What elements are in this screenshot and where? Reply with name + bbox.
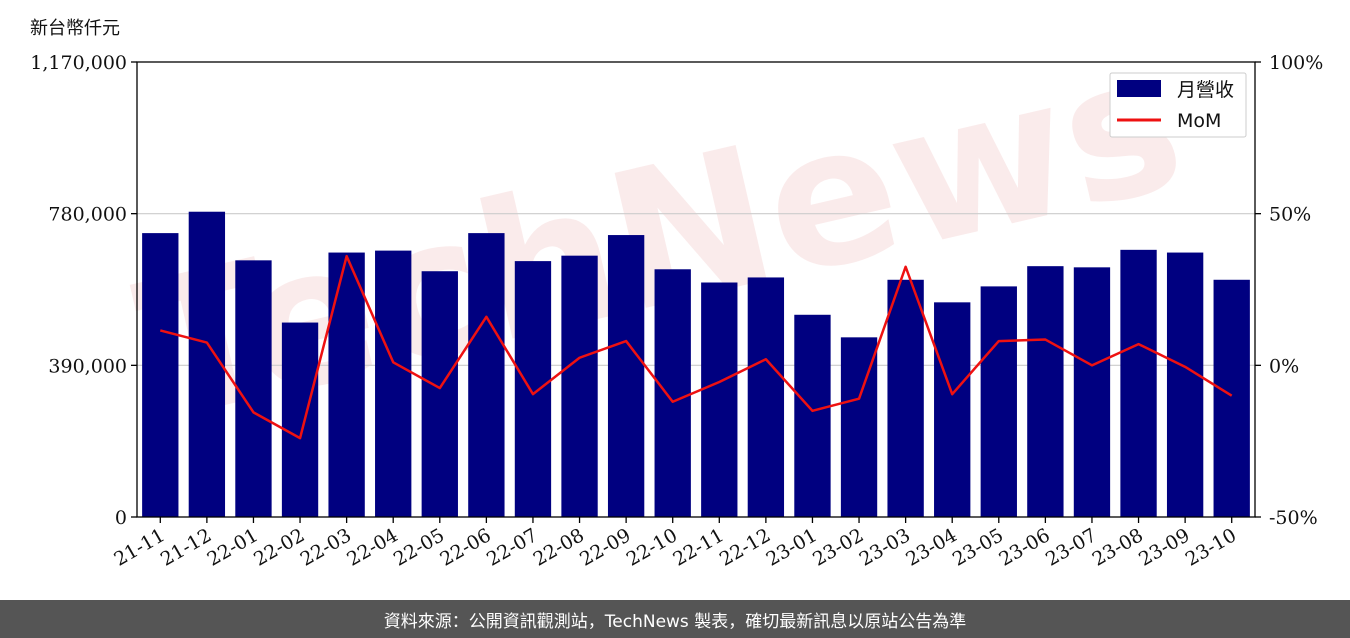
y-axis-unit-label: 新台幣仟元 [30,18,120,39]
legend-bar-swatch [1117,80,1161,97]
x-tick-label: 22-09 [576,524,634,570]
plot-frame [136,61,1256,518]
revenue-bar [654,269,691,517]
y-right-tick-label: 50% [1269,204,1311,226]
legend-label-revenue: 月營收 [1177,79,1234,101]
revenue-bar [1120,249,1157,518]
y-right-tick-label: 0% [1269,355,1299,377]
x-tick-label: 22-06 [436,524,494,570]
x-tick-label: 21-12 [157,524,215,570]
x-tick-label: 22-10 [623,524,681,570]
y-left-tick-label: 0 [115,507,127,529]
mom-line [159,254,1233,440]
x-tick-label: 23-09 [1135,524,1193,570]
revenue-bars [142,211,1250,518]
revenue-bar [375,250,412,517]
x-tick-label: 22-04 [343,524,401,570]
x-tick-label: 23-08 [1089,524,1147,570]
source-footer: 資料來源：公開資訊觀測站，TechNews 製表，確切最新訊息以原站公告為準 [0,600,1350,638]
revenue-bar [514,261,552,517]
x-tick-label: 22-12 [716,524,774,570]
grid-lines [137,213,1255,366]
revenue-bar [1166,252,1204,518]
y-left-tick-label: 1,170,000 [30,52,127,74]
legend: 月營收 MoM [1109,72,1247,138]
x-tick-label: 22-01 [204,524,262,570]
x-tick-label: 22-02 [250,524,308,570]
revenue-bar [421,271,458,517]
revenue-bar [747,277,785,517]
y-right-tick-label: 100% [1269,52,1323,74]
revenue-bar [980,286,1017,517]
x-tick-label: 23-03 [856,524,914,570]
revenue-bar [887,279,924,517]
revenue-bar [188,211,226,517]
x-tick-label: 22-03 [297,524,355,570]
legend-label-mom: MoM [1177,110,1221,132]
revenue-bar [235,260,272,517]
x-tick-label: 23-01 [763,524,821,570]
x-tick-label: 23-04 [902,524,960,570]
x-tick-label: 23-07 [1042,524,1100,570]
x-tick-label: 23-10 [1182,524,1240,570]
y-left-tick-label: 780,000 [48,204,127,226]
y-left-tick-label: 390,000 [48,355,127,377]
y-right-tick-label: -50% [1269,507,1318,529]
revenue-bar [561,255,598,517]
revenue-bar [701,282,738,517]
revenue-bar [142,233,179,517]
x-tick-label: 23-02 [809,524,867,570]
revenue-bar [1213,279,1250,517]
revenue-bar [281,322,319,517]
x-tick-label: 22-08 [530,524,588,570]
x-tick-label: 21-11 [110,524,168,570]
revenue-bar [934,302,971,517]
revenue-bar [607,235,645,518]
x-tick-label: 22-07 [483,524,541,570]
x-tick-label: 22-11 [669,524,727,570]
x-tick-label: 22-05 [390,524,448,570]
x-tick-label: 23-06 [995,524,1053,570]
revenue-bar [1027,266,1064,517]
revenue-bar [328,252,365,518]
x-tick-label: 23-05 [949,524,1007,570]
mom-line-group [159,254,1233,440]
revenue-chart: TechNews 0390,000780,0001,170,000-50%0%5… [30,11,1323,571]
revenue-bar [468,233,505,517]
revenue-bar [794,314,831,517]
revenue-bar [1073,267,1111,517]
